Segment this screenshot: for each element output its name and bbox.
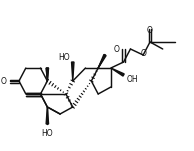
Polygon shape xyxy=(98,54,106,68)
Text: O: O xyxy=(140,49,146,58)
Text: O: O xyxy=(147,26,153,35)
Polygon shape xyxy=(46,68,48,81)
Text: HO: HO xyxy=(42,129,53,138)
Text: O: O xyxy=(114,45,120,53)
Polygon shape xyxy=(72,62,74,81)
Polygon shape xyxy=(111,68,124,76)
Polygon shape xyxy=(46,107,48,124)
Polygon shape xyxy=(46,68,48,81)
Text: HO: HO xyxy=(58,53,70,63)
Text: O: O xyxy=(0,77,6,85)
Text: OH: OH xyxy=(126,74,138,84)
